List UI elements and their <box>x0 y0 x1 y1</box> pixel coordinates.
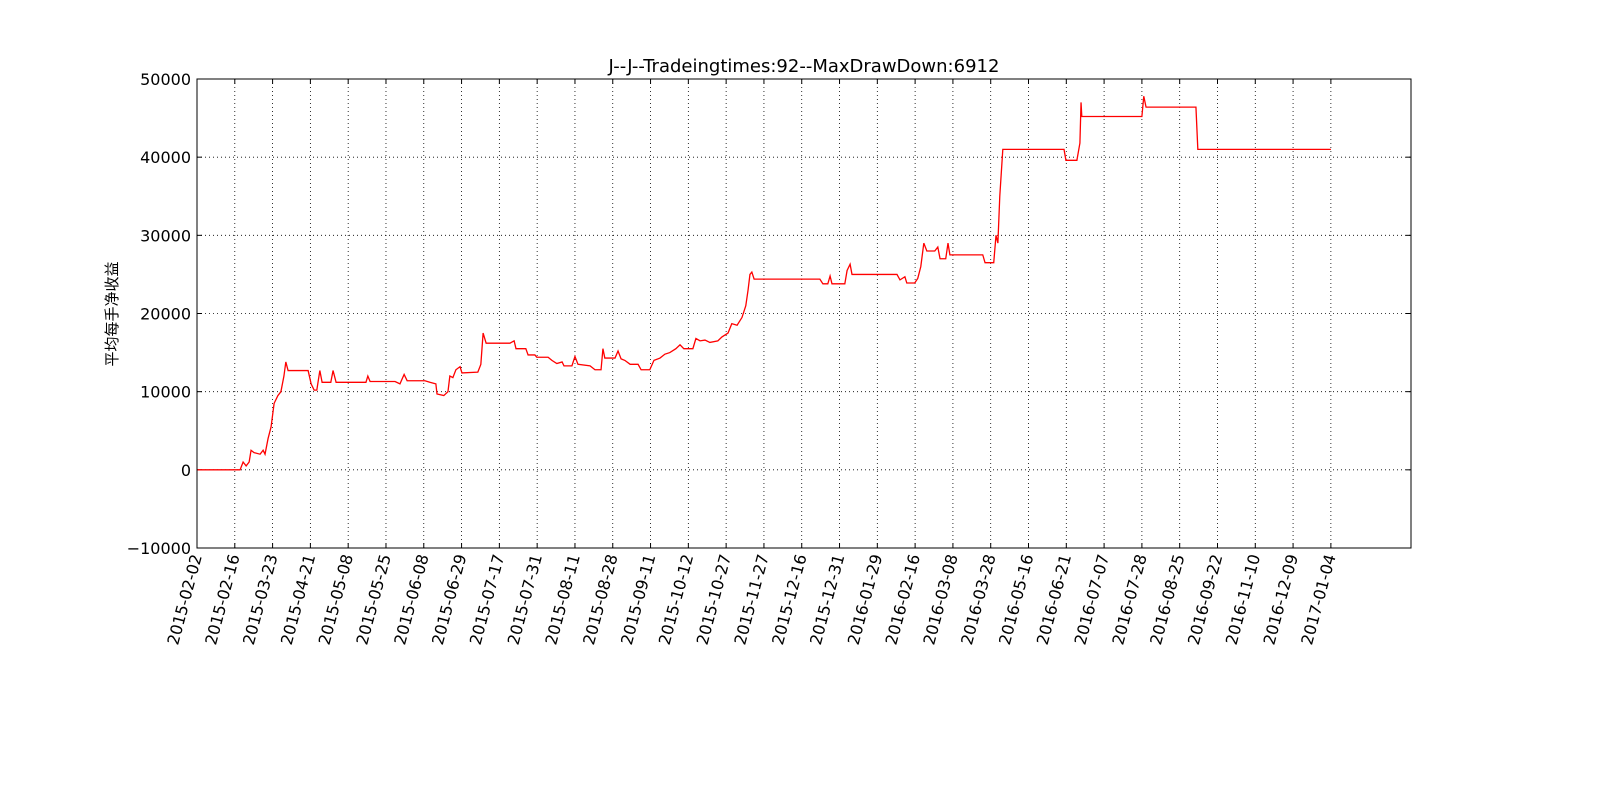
y-tick-label: 30000 <box>140 226 191 245</box>
x-tick-label: 2016-02-16 <box>882 552 924 647</box>
x-tick-label: 2015-05-08 <box>315 552 357 647</box>
line <box>197 96 1331 471</box>
plot-frame <box>196 78 1412 549</box>
x-tick-label: 2016-07-07 <box>1071 552 1113 647</box>
x-tick-label: 2015-08-28 <box>579 552 621 647</box>
x-tick-label: 2016-07-28 <box>1108 552 1150 647</box>
x-tick-label: 2015-09-11 <box>617 552 659 647</box>
x-tick-label: 2016-08-25 <box>1146 552 1188 647</box>
x-tick-label: 2016-09-22 <box>1184 552 1226 647</box>
x-tick-label: 2016-12-09 <box>1260 552 1302 647</box>
x-tick-label: 2015-08-11 <box>541 552 583 647</box>
x-tick-label: 2016-05-16 <box>995 552 1037 647</box>
x-tick-label: 2015-12-31 <box>806 552 848 647</box>
y-tick-label: −10000 <box>127 539 191 558</box>
y-tick-label: 10000 <box>140 383 191 402</box>
x-tick-label: 2016-11-10 <box>1222 552 1264 647</box>
x-tick-label: 2016-06-21 <box>1033 552 1075 647</box>
x-tick-label: 2017-01-04 <box>1297 552 1339 647</box>
x-tick-label: 2015-12-16 <box>768 552 810 647</box>
x-tick-label: 2015-11-27 <box>730 552 772 647</box>
x-tick-label: 2015-02-16 <box>201 552 243 647</box>
y-tick-label: 40000 <box>140 148 191 167</box>
x-tick-label: 2015-04-21 <box>277 552 319 647</box>
chart-title: J--J--Tradeingtimes:92--MaxDrawDown:6912 <box>608 56 1000 77</box>
x-tick-label: 2015-06-08 <box>390 552 432 647</box>
x-tick-label: 2016-01-29 <box>844 552 886 647</box>
y-tick-label: 50000 <box>140 70 191 89</box>
x-tick-label: 2015-03-23 <box>239 552 281 647</box>
x-tick-label: 2016-03-28 <box>957 552 999 647</box>
x-tick-label: 2015-05-25 <box>352 552 394 647</box>
x-tick-label: 2015-10-12 <box>655 552 697 647</box>
x-tick-label: 2015-10-27 <box>693 552 735 647</box>
x-tick-label: 2015-07-31 <box>504 552 546 647</box>
x-tick-label: 2016-03-08 <box>919 552 961 647</box>
y-tick-label: 0 <box>181 461 191 480</box>
y-axis-label: 平均每手净收益 <box>103 261 121 366</box>
y-tick-label: 20000 <box>140 305 191 324</box>
x-tick-label: 2015-06-29 <box>428 552 470 647</box>
x-tick-label: 2015-07-17 <box>466 552 508 647</box>
x-tick-label: 2015-02-02 <box>163 552 205 647</box>
